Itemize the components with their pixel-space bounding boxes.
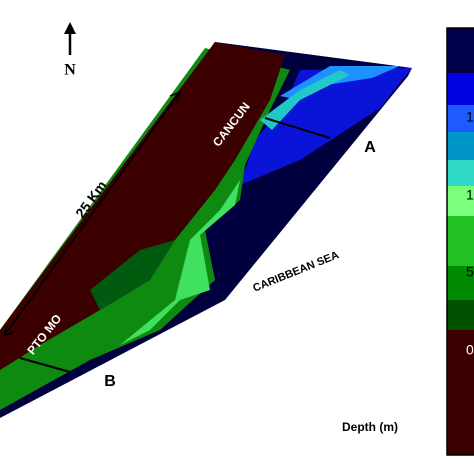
land-dark-green: [90, 240, 175, 310]
place-label: CARIBBEAN SEA: [251, 249, 341, 294]
scale-arrow: [3, 91, 181, 337]
point-label: B: [104, 373, 116, 390]
north-label: N: [64, 62, 76, 79]
shelf-blue: [240, 68, 412, 185]
legend-tick: 1: [466, 187, 474, 203]
colorbar: [446, 27, 474, 456]
map-land: [0, 42, 285, 370]
north-head: [64, 22, 76, 34]
point-label: A: [364, 139, 376, 156]
scale-head: [2, 325, 15, 338]
coast-lightgreen: [120, 180, 240, 345]
legend-title: Depth (m): [342, 420, 398, 434]
section-a: [264, 117, 331, 139]
legend-tick: 5: [466, 264, 474, 280]
section-b: [19, 357, 71, 373]
legend-tick: 0: [466, 342, 474, 358]
legend-tick: 1: [466, 109, 474, 125]
lagoon-cyan: [260, 70, 350, 130]
scale-head: [169, 90, 182, 103]
